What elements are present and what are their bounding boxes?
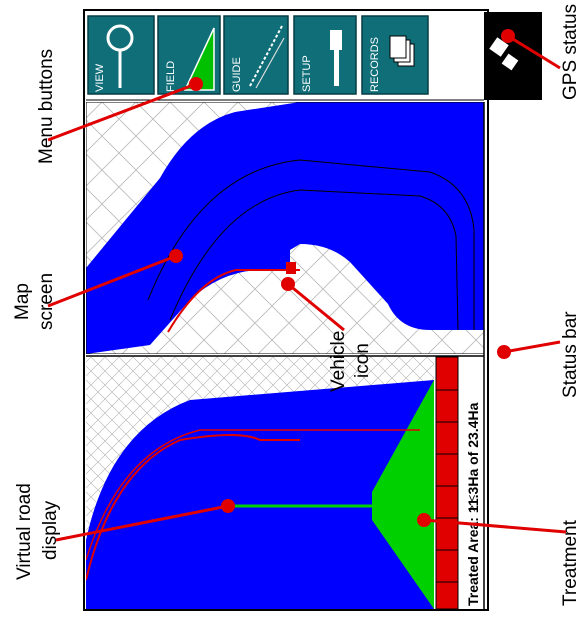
guide-button-label: GUIDE [231,57,243,92]
wrench-icon [330,30,342,86]
callout-road-1: Virtual road [14,483,35,580]
callout-menu-buttons: Menu buttons [36,49,57,164]
field-button[interactable]: FIELD [157,15,221,95]
treated-area-text: Treated Area: 11.3Ha of 23.4Ha [465,402,481,606]
records-button[interactable]: RECORDS [361,15,429,95]
satellite-icon [489,37,519,71]
callout-road-2: display [40,500,61,560]
guidance-line [167,269,300,333]
setup-button[interactable]: SETUP [293,15,357,95]
guide-button[interactable]: GUIDE [223,15,289,95]
callout-vehicle-2: icon [352,343,373,378]
callout-status-bar: Status bar [560,311,581,398]
view-button[interactable]: VIEW [87,15,155,95]
menu-bar: VIEW FIELD GUIDE SETUP [86,12,542,101]
callouts: Menu buttons GPS status Map screen Vehic… [12,4,581,606]
callout-gps-status: GPS status [560,4,581,100]
vehicle-icon [286,262,296,274]
callout-treatment: Treatment [560,519,581,606]
callout-map-1: Map [12,283,33,320]
callout-vehicle-1: Vehicle [328,331,349,392]
view-button-label: VIEW [94,63,106,92]
treatment-bar [435,356,459,610]
magnifier-icon [106,24,134,88]
field-button-label: FIELD [165,61,177,92]
coverage-swath [86,102,484,354]
status-bar: Treated Area: 11.3Ha of 23.4Ha > < [462,102,485,609]
guide-icon [249,25,285,89]
treatment-swath [372,380,434,609]
gps-status[interactable] [484,12,542,100]
virtual-road-display[interactable] [86,357,434,609]
records-icon [389,35,415,67]
records-button-label: RECORDS [369,37,381,92]
map-screen[interactable] [86,102,484,354]
callout-map-2: screen [36,273,57,330]
setup-button-label: SETUP [301,55,313,92]
status-arrows: > < [465,495,479,512]
